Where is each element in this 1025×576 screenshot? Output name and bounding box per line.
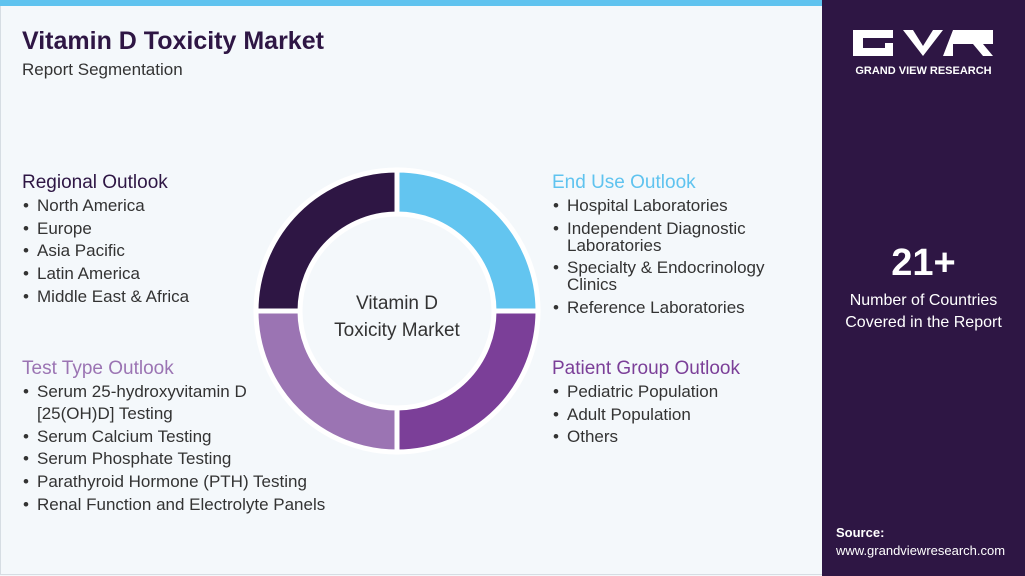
list-item: Laboratories	[567, 235, 662, 255]
bullet: •	[553, 404, 559, 424]
source-url: www.grandviewresearch.com	[836, 543, 1006, 558]
list-item: Others	[567, 427, 619, 447]
top-bar	[0, 0, 822, 6]
list-item: Parathyroid Hormone (PTH) Testing	[37, 472, 307, 492]
source-label: Source:	[836, 525, 885, 540]
bullet: •	[23, 449, 29, 469]
section-heading: Test Type Outlook	[22, 357, 174, 379]
list-item: Middle East & Africa	[37, 286, 190, 306]
logo	[853, 30, 993, 56]
list-item: Adult Population	[567, 404, 691, 424]
list-item: Serum Phosphate Testing	[37, 449, 232, 469]
donut	[253, 167, 541, 455]
list-item: Serum 25-hydroxyvitamin D	[37, 382, 247, 401]
center-label: Toxicity Market	[334, 319, 460, 341]
list-item: Clinics	[567, 275, 618, 295]
stat-caption: Covered in the Report	[845, 314, 1002, 331]
bullet: •	[553, 218, 559, 238]
logo-v	[903, 30, 943, 56]
list-item: Reference Laboratories	[567, 298, 745, 318]
center-label: Vitamin D	[355, 292, 438, 314]
bullet: •	[553, 382, 559, 401]
list-item: Europe	[37, 218, 92, 238]
bullet: •	[23, 426, 29, 446]
list-item: Hospital Laboratories	[567, 196, 728, 215]
bullet: •	[23, 494, 29, 514]
bullet: •	[23, 286, 29, 306]
donut-segment	[253, 167, 400, 314]
bullet: •	[23, 196, 29, 215]
list-item: Serum Calcium Testing	[37, 426, 212, 446]
list-item: Renal Function and Electrolyte Panels	[37, 494, 326, 514]
list-item: [25(OH)D] Testing	[37, 404, 173, 423]
bullet: •	[553, 298, 559, 318]
bullet: •	[553, 427, 559, 447]
frame	[0, 6, 822, 575]
bullet: •	[23, 241, 29, 261]
list-item: North America	[37, 196, 145, 215]
section-heading: Regional Outlook	[22, 171, 168, 193]
bullet: •	[23, 382, 29, 401]
section-heading: Patient Group Outlook	[552, 357, 740, 379]
list-item: Asia Pacific	[37, 241, 125, 261]
bullet: •	[553, 258, 559, 278]
section-heading: End Use Outlook	[552, 171, 696, 193]
logo-r	[943, 30, 993, 56]
donut-segment	[394, 167, 541, 314]
list-item: Specialty & Endocrinology	[567, 258, 765, 278]
bullet: •	[23, 218, 29, 238]
bullet: •	[23, 264, 29, 284]
sidebar	[822, 0, 1025, 576]
brand: GRAND VIEW RESEARCH	[855, 65, 992, 77]
bullet: •	[553, 196, 559, 215]
subtitle: Report Segmentation	[22, 60, 183, 79]
stat-caption: Number of Countries	[849, 292, 998, 309]
title: Vitamin D Toxicity Market	[22, 27, 324, 55]
stat: 21+	[891, 242, 956, 284]
list-item: Latin America	[37, 264, 140, 284]
bullet: •	[23, 472, 29, 492]
list-item: Pediatric Population	[567, 382, 719, 401]
list-item: Independent Diagnostic	[567, 218, 746, 238]
logo-g	[853, 30, 893, 56]
